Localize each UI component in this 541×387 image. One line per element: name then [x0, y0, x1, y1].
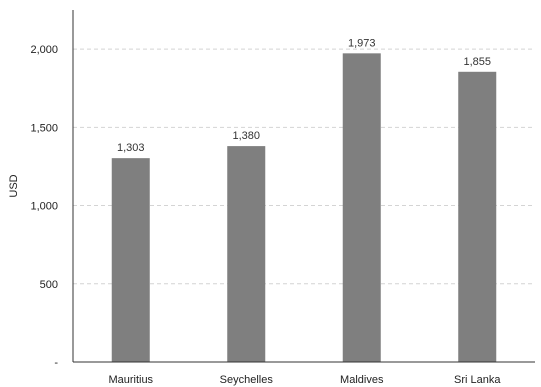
data-labels: 1,303 1,380 1,973 1,855	[117, 37, 491, 154]
y-tick-label: 2,000	[30, 44, 58, 56]
y-tick-label: 1,000	[30, 201, 58, 213]
y-tick-label: 1,500	[30, 122, 58, 134]
bar-mauritius	[111, 158, 150, 362]
category-label: Mauritius	[108, 374, 153, 386]
y-tick-labels: - 500 1,000 1,500 2,000	[30, 44, 58, 369]
category-label: Sri Lanka	[454, 374, 501, 386]
y-tick-label: -	[54, 357, 58, 369]
data-label: 1,973	[348, 37, 376, 49]
data-label: 1,855	[463, 56, 491, 68]
y-axis-title: USD	[8, 174, 20, 197]
y-tick-label: 500	[40, 279, 58, 291]
category-label: Maldives	[340, 374, 384, 386]
bar-seychelles	[227, 146, 266, 362]
data-label: 1,303	[117, 142, 145, 154]
gridlines	[73, 48, 535, 285]
bar-sri-lanka	[458, 71, 497, 362]
bars	[111, 53, 497, 362]
data-label: 1,380	[232, 130, 260, 142]
bar-maldives	[342, 53, 381, 362]
category-label: Seychelles	[220, 374, 274, 386]
x-category-labels: Mauritius Seychelles Maldives Sri Lanka	[108, 374, 501, 386]
